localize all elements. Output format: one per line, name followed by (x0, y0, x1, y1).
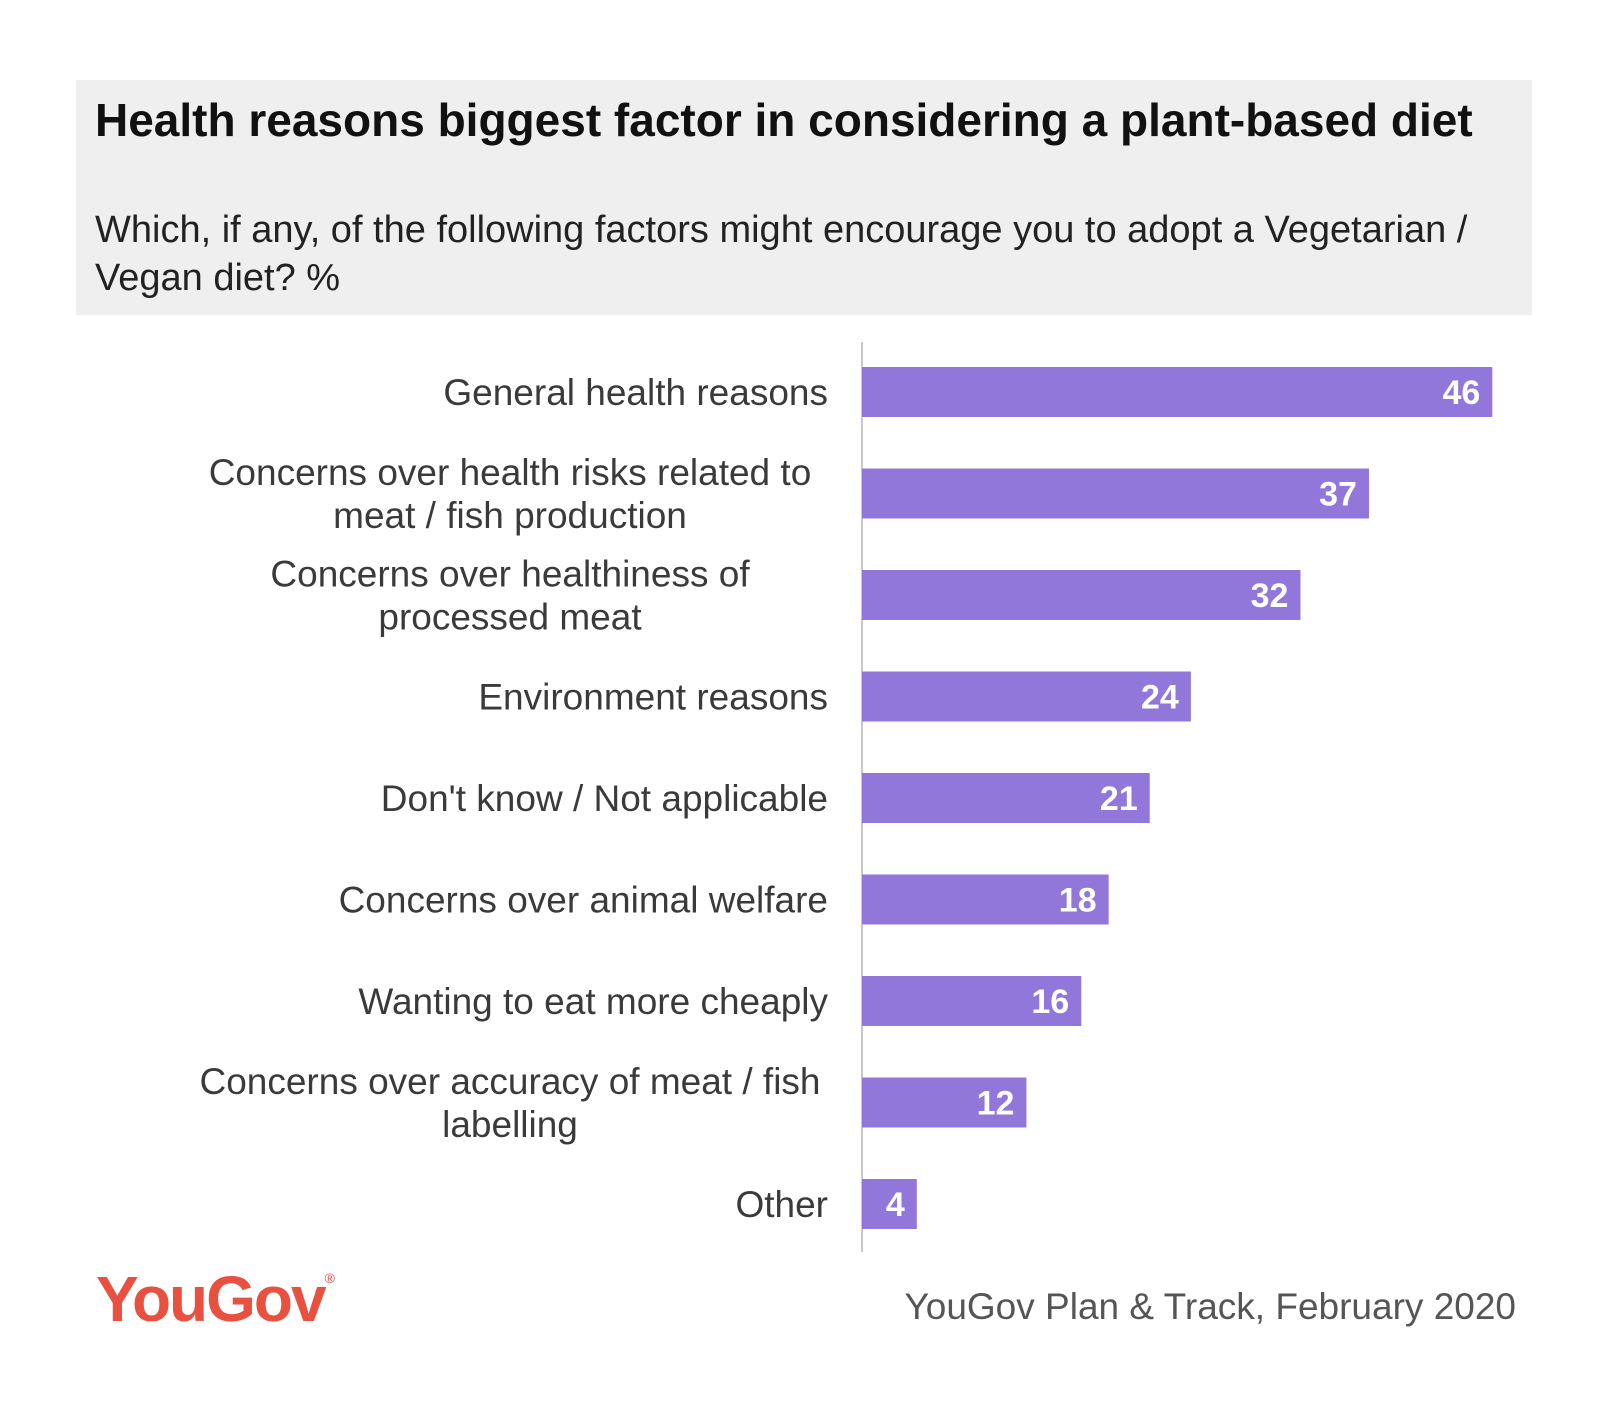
category-label: Don't know / Not applicable (381, 778, 828, 819)
bar (862, 976, 1082, 1026)
category-label-line: labelling (442, 1104, 578, 1145)
category-label-line: Wanting to eat more cheaply (358, 981, 828, 1022)
category-label-line: Other (735, 1184, 828, 1225)
category-label: Concerns over accuracy of meat / fish lab… (199, 1061, 820, 1145)
data-label: 32 (1251, 577, 1289, 615)
category-label-line: meat / fish production (333, 495, 687, 536)
category-label: Wanting to eat more cheaply (358, 981, 828, 1022)
bar (862, 874, 1109, 925)
category-label-line: Environment reasons (478, 677, 828, 718)
data-label: 18 (1059, 882, 1097, 920)
data-label: 12 (977, 1085, 1015, 1123)
category-label: Concerns over healthiness of processed me… (270, 554, 750, 638)
bar (862, 367, 1493, 417)
data-label: 37 (1319, 476, 1357, 514)
bar (862, 468, 1369, 519)
category-label-line: processed meat (378, 597, 642, 638)
category-label-line: Concerns over health risks related to (209, 452, 812, 493)
chart-subtitle: Which, if any, of the following factors … (95, 209, 1468, 299)
header-panel (76, 80, 1532, 315)
bar (862, 773, 1150, 823)
source-note: YouGov Plan & Track, February 2020 (904, 1286, 1516, 1327)
bar (862, 671, 1191, 722)
category-label: Concerns over animal welfare (339, 880, 828, 921)
category-label-line: General health reasons (443, 372, 828, 413)
data-label: 16 (1031, 983, 1069, 1021)
category-label: Concerns over health risks related to mea… (209, 452, 812, 536)
data-label: 4 (886, 1186, 905, 1224)
category-label: General health reasons (443, 372, 828, 413)
category-label-line: Concerns over accuracy of meat / fish (199, 1061, 820, 1102)
bar (862, 1077, 1027, 1128)
category-label-line: Don't know / Not applicable (381, 778, 828, 819)
bar (862, 1179, 917, 1229)
category-label: Environment reasons (478, 677, 828, 718)
bar (862, 570, 1301, 620)
category-label-line: Concerns over animal welfare (339, 880, 828, 921)
data-label: 46 (1442, 374, 1480, 412)
category-label-line: Concerns over healthiness of (270, 554, 750, 595)
category-label: Other (735, 1184, 828, 1225)
yougov-logo: YouGov® (96, 1263, 335, 1335)
data-label: 24 (1141, 679, 1179, 717)
data-label: 21 (1100, 780, 1138, 818)
chart-title: Health reasons biggest factor in conside… (95, 94, 1473, 146)
